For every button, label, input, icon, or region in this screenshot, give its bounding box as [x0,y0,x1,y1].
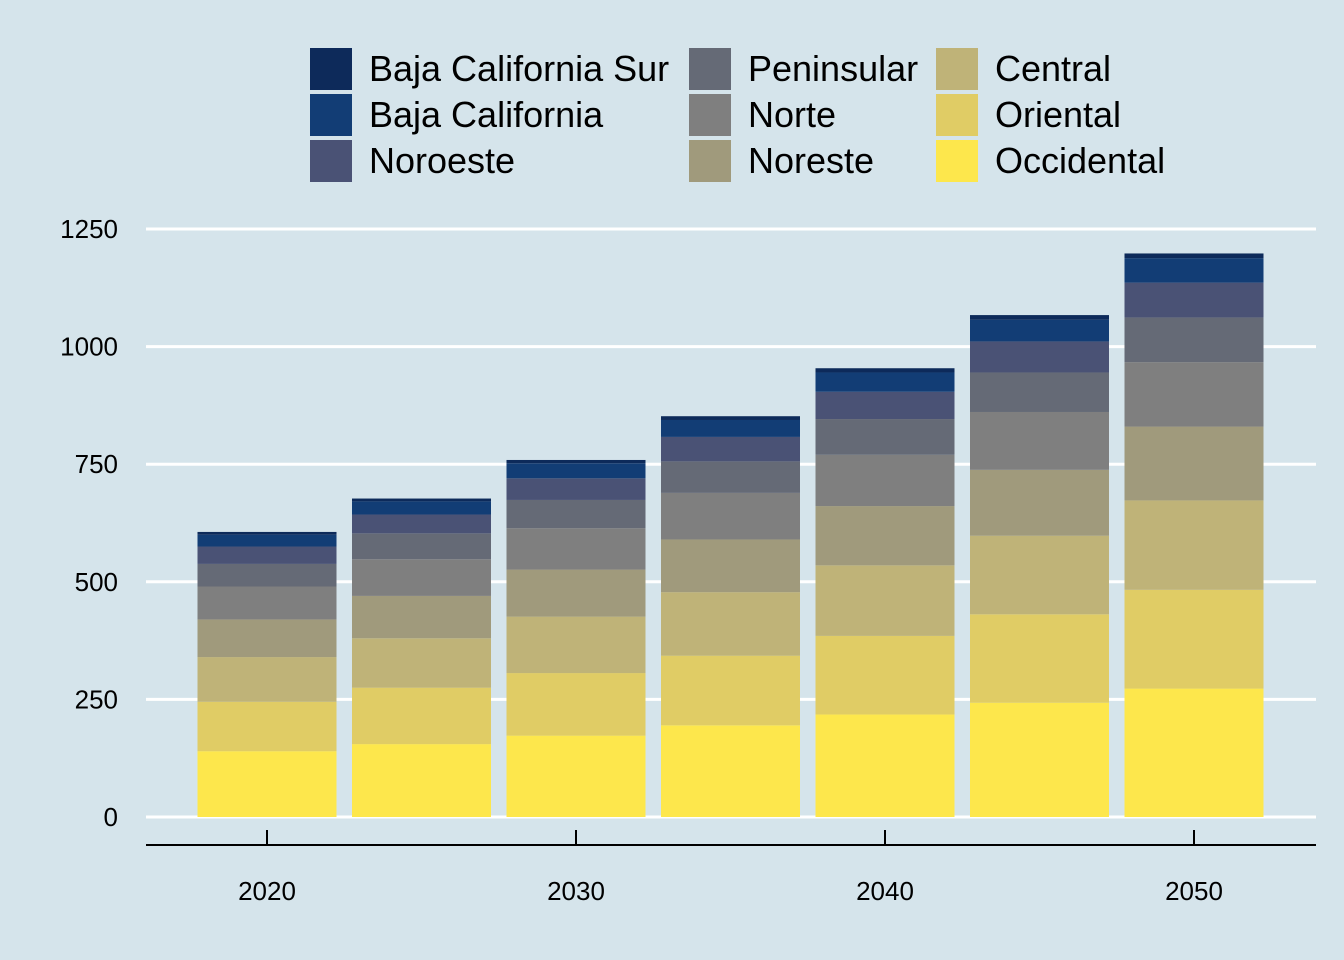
bar-segment [507,736,646,817]
y-tick-label: 500 [75,567,118,597]
bar-segment [1125,689,1264,817]
y-tick-label: 0 [104,802,118,832]
bar-segment [970,341,1109,372]
bar-segment [507,478,646,500]
bar-segment [661,416,800,420]
bar-segment [198,535,337,547]
bar-segment [198,547,337,564]
bar-segment [816,565,955,636]
bar-segment [816,372,955,391]
bar-segment [198,657,337,702]
bar-stack [970,315,1109,817]
bar-segment [198,532,337,535]
y-tick-label: 750 [75,449,118,479]
bar-segment [352,596,491,638]
bar-segment [970,372,1109,412]
x-tick-label: 2030 [547,876,605,906]
bar-segment [661,437,800,461]
bar-segment [507,528,646,569]
bar-segment [198,619,337,657]
bar-stack [352,499,491,817]
bar-segment [661,592,800,656]
bar-segment [507,617,646,673]
bar-stack [507,460,646,817]
x-tick-label: 2020 [238,876,296,906]
bar-segment [507,570,646,617]
bar-segment [352,688,491,744]
bar-segment [816,714,955,817]
bar-segment [661,493,800,540]
bar-segment [1125,258,1264,282]
bar-segment [198,702,337,751]
bar-segment [816,392,955,419]
bar-segment [507,673,646,736]
bar-segment [970,412,1109,470]
bar-stack [816,368,955,817]
x-tick-label: 2050 [1165,876,1223,906]
bar-segment [198,587,337,620]
bar-segment [1125,427,1264,501]
bar-segment [970,470,1109,536]
bar-segment [661,420,800,437]
bar-segment [1125,590,1264,689]
bar-stack [198,532,337,817]
bar-segment [1125,283,1264,318]
bar-segment [1125,500,1264,589]
bar-segment [1125,253,1264,258]
bar-segment [352,499,491,502]
bar-segment [1125,362,1264,426]
bar-segment [970,536,1109,615]
bar-segment [970,703,1109,817]
bar-stack [1125,253,1264,817]
bar-segment [816,636,955,715]
bar-segment [661,539,800,592]
bar-segment [661,725,800,817]
bar-segment [352,559,491,596]
y-tick-label: 1000 [60,332,118,362]
y-tick-label: 250 [75,684,118,714]
y-tick-label: 1250 [60,214,118,244]
bar-segment [198,751,337,817]
bar-segment [970,315,1109,320]
bar-segment [661,656,800,726]
bar-segment [816,506,955,565]
bar-segment [352,744,491,817]
bar-segment [816,455,955,506]
bar-segment [507,460,646,463]
bar-segment [198,564,337,587]
bar-segment [352,515,491,534]
bar-segment [352,638,491,687]
bar-segment [1125,317,1264,362]
bar-segment [507,463,646,478]
bar-segment [352,533,491,559]
bar-segment [661,461,800,493]
bar-segment [816,419,955,455]
bar-segment [816,368,955,372]
bar-segment [970,320,1109,342]
bar-stack [661,416,800,817]
bar-segment [970,614,1109,702]
bar-segment [507,500,646,528]
x-tick-label: 2040 [856,876,914,906]
bar-segment [352,501,491,514]
